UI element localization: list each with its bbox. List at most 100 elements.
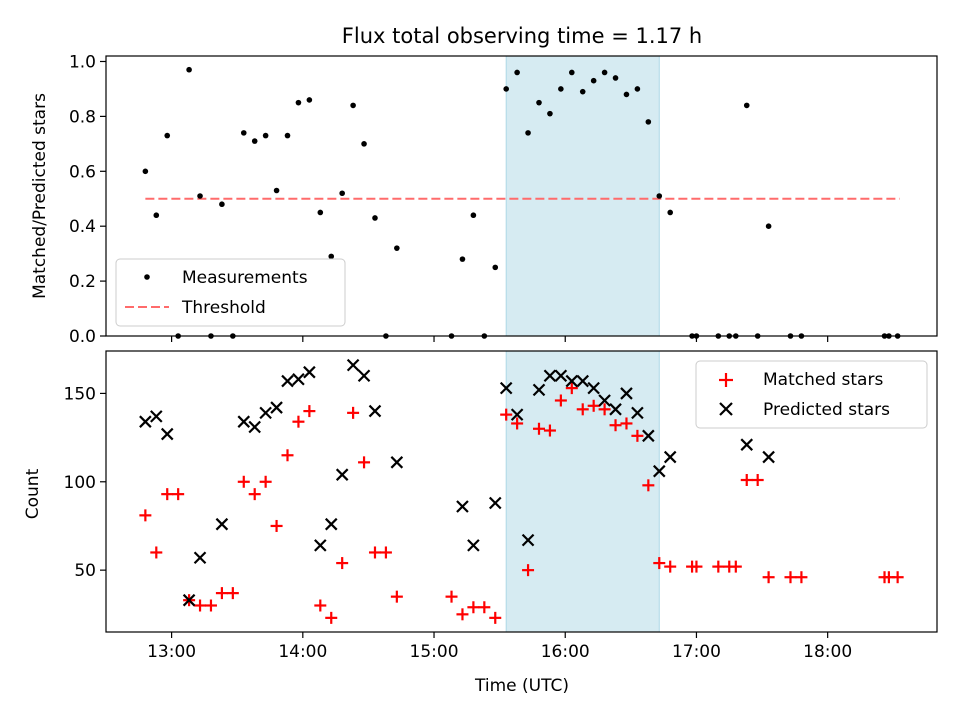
bottom-highlight-span bbox=[505, 350, 660, 633]
top-y-axis: 0.0 0.2 0.4 0.6 0.8 1.0 bbox=[69, 52, 106, 347]
predicted-star-point bbox=[554, 369, 568, 383]
top-y-tick-label: 0.0 bbox=[69, 327, 96, 347]
predicted-star-point bbox=[740, 438, 754, 451]
predicted-star-point bbox=[565, 374, 579, 388]
measurement-point bbox=[295, 99, 302, 106]
measurement-point bbox=[372, 215, 378, 221]
predicted-star-point bbox=[543, 369, 557, 383]
predicted-star-point bbox=[576, 374, 590, 388]
predicted-star-point bbox=[270, 401, 283, 414]
measurement-point bbox=[623, 91, 630, 98]
measurement-point bbox=[153, 212, 160, 219]
predicted-star-point bbox=[532, 383, 546, 397]
top-y-label: Matched/Predicted stars bbox=[30, 93, 50, 299]
measurement-point bbox=[273, 187, 280, 194]
bottom-x-tick-label: 13:00 bbox=[147, 642, 196, 662]
predicted-star-point bbox=[368, 404, 382, 418]
legend-measurements-label: Measurements bbox=[182, 268, 308, 288]
measurement-point bbox=[186, 66, 192, 73]
measurement-point bbox=[634, 86, 641, 92]
matched-star-point bbox=[795, 571, 808, 584]
measurement-point bbox=[612, 75, 619, 81]
top-plot-frame bbox=[105, 55, 938, 337]
matched-star-point bbox=[226, 587, 239, 600]
legend-threshold-label: Threshold bbox=[181, 298, 266, 318]
matched-star-point bbox=[237, 475, 250, 488]
chart-title: Flux total observing time = 1.17 h bbox=[342, 24, 702, 48]
bottom-y-tick-label: 50 bbox=[74, 561, 96, 581]
matched-star-point bbox=[598, 403, 611, 416]
predicted-star-point bbox=[193, 551, 207, 565]
matched-star-point bbox=[303, 405, 316, 418]
measurement-point bbox=[492, 264, 499, 271]
predicted-star-point bbox=[620, 387, 633, 400]
matched-star-point bbox=[532, 422, 545, 435]
measurement-point bbox=[317, 209, 324, 216]
top-y-tick-label: 0.4 bbox=[69, 217, 96, 237]
predicted-star-point bbox=[390, 456, 404, 469]
predicted-star-point bbox=[139, 415, 152, 428]
predicted-star-point bbox=[499, 381, 513, 395]
matched-star-point bbox=[690, 560, 703, 573]
top-legend-box bbox=[115, 258, 346, 327]
measurement-point bbox=[743, 102, 750, 109]
bottom-x-tick-label: 14:00 bbox=[278, 642, 327, 662]
matched-star-point bbox=[565, 382, 578, 395]
bottom-x-tick-label: 18:00 bbox=[803, 642, 852, 662]
measurement-point bbox=[339, 190, 345, 197]
measurement-point bbox=[558, 86, 564, 92]
matched-star-point bbox=[215, 587, 228, 600]
measurement-point bbox=[656, 193, 663, 199]
matched-star-point bbox=[194, 599, 207, 612]
predicted-star-point bbox=[259, 406, 272, 420]
measurement-point bbox=[262, 132, 269, 139]
predicted-star-point bbox=[335, 468, 349, 481]
legend-matched-marker bbox=[719, 373, 733, 387]
measurement-point bbox=[284, 132, 291, 139]
matched-star-point bbox=[248, 488, 261, 501]
measurement-point bbox=[142, 168, 149, 175]
measurement-point bbox=[164, 132, 171, 139]
measurement-point bbox=[240, 130, 247, 136]
matched-star-point bbox=[620, 417, 633, 430]
legend-measurements-marker bbox=[144, 274, 150, 280]
bottom-y-label: Count bbox=[23, 468, 43, 519]
predicted-star-point bbox=[467, 539, 480, 552]
measurement-point bbox=[394, 245, 400, 251]
measurement-point bbox=[667, 209, 674, 216]
bottom-x-tick-label: 15:00 bbox=[410, 642, 459, 662]
predicted-star-point bbox=[762, 450, 775, 464]
matched-star-point bbox=[368, 546, 381, 559]
matched-stars-series bbox=[139, 382, 904, 624]
matched-star-point bbox=[762, 571, 775, 584]
predicted-star-point bbox=[631, 406, 644, 420]
bottom-y-axis: 50 100 150 bbox=[64, 384, 106, 581]
measurement-point bbox=[579, 88, 586, 95]
predicted-star-point bbox=[237, 415, 251, 428]
top-y-tick-label: 0.2 bbox=[69, 272, 96, 292]
matched-star-point bbox=[467, 601, 480, 614]
matched-star-point bbox=[347, 406, 360, 419]
measurement-point bbox=[503, 86, 509, 92]
top-highlight-span bbox=[505, 55, 660, 337]
measurement-point bbox=[536, 99, 542, 106]
matched-star-point bbox=[139, 509, 152, 522]
top-legend: Measurements Threshold bbox=[115, 258, 346, 327]
top-y-tick-label: 0.6 bbox=[69, 162, 96, 182]
bottom-plot-frame bbox=[105, 350, 938, 633]
measurement-point bbox=[470, 212, 477, 219]
predicted-star-point bbox=[215, 517, 229, 531]
matched-star-point bbox=[729, 560, 742, 573]
predicted-star-point bbox=[150, 410, 163, 423]
measurement-point bbox=[197, 193, 203, 199]
predicted-star-point bbox=[182, 593, 196, 607]
measurement-point bbox=[601, 69, 608, 76]
matched-star-point bbox=[281, 449, 294, 462]
bottom-y-tick-label: 150 bbox=[64, 384, 96, 404]
measurement-point bbox=[361, 141, 367, 147]
measurement-point bbox=[306, 97, 313, 103]
measurement-point bbox=[350, 102, 356, 109]
measurement-point bbox=[645, 119, 652, 125]
